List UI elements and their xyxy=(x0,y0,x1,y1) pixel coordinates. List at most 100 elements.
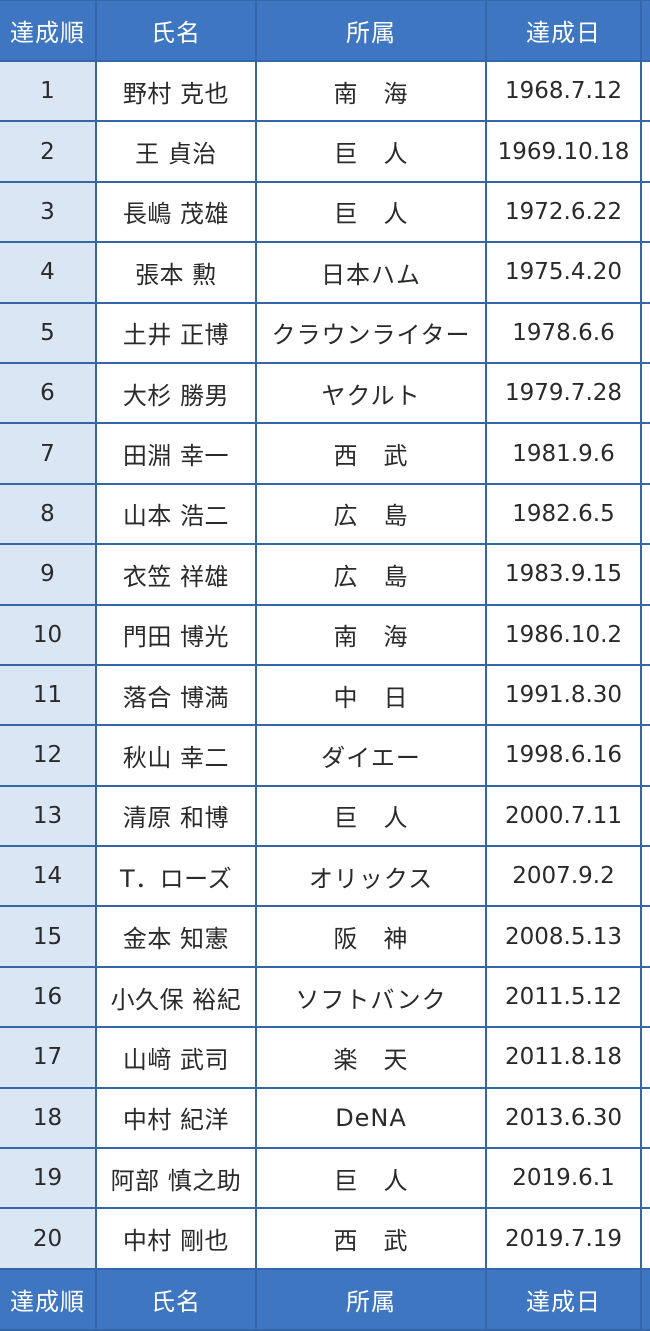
row-order: 15 xyxy=(0,905,97,968)
row-date: 2011.8.18 xyxy=(485,1026,642,1089)
row-date: 2000.7.11 xyxy=(485,784,642,848)
row-order: 5 xyxy=(0,301,97,364)
row-edge-cell xyxy=(640,180,650,244)
row-team: 西 武 xyxy=(255,422,487,485)
row-team: オリックス xyxy=(255,845,487,908)
table-header-row: 達成順 氏名 所属 達成日 xyxy=(0,0,650,62)
row-name: 大杉 勝男 xyxy=(95,361,257,425)
header-date: 達成日 xyxy=(485,0,642,62)
row-order: 13 xyxy=(0,784,97,848)
table-row: 12 秋山 幸二 ダイエー 1998.6.16 xyxy=(0,724,650,787)
table-row: 13 清原 和博巨 人 2000.7.11 xyxy=(0,784,650,848)
row-edge-cell xyxy=(640,361,650,425)
header-order: 達成順 xyxy=(0,0,97,62)
row-order: 1 xyxy=(0,59,97,123)
row-edge-cell xyxy=(640,905,650,968)
row-date: 1991.8.30 xyxy=(485,663,642,727)
row-order: 10 xyxy=(0,603,97,666)
row-name: 秋山 幸二 xyxy=(95,724,257,787)
row-name: T．ローズ xyxy=(95,845,257,908)
footer-name: 氏名 xyxy=(95,1267,257,1331)
row-name: 衣笠 祥雄 xyxy=(95,543,257,606)
row-order: 6 xyxy=(0,361,97,425)
row-name: 中村 紀洋 xyxy=(95,1086,257,1150)
row-team: 巨 人 xyxy=(255,180,487,244)
table-row: 14 T．ローズ オリックス 2007.9.2 xyxy=(0,845,650,908)
row-edge-cell xyxy=(640,1026,650,1089)
table-row: 19 阿部 慎之助巨 人 2019.6.1 xyxy=(0,1147,650,1210)
row-date: 1983.9.15 xyxy=(485,543,642,606)
row-date: 1975.4.20 xyxy=(485,241,642,304)
row-edge-cell xyxy=(640,120,650,183)
table-footer-row: 達成順 氏名 所属 達成日 xyxy=(0,1267,650,1331)
row-edge-cell xyxy=(640,1147,650,1210)
header-team: 所属 xyxy=(255,0,487,62)
row-date: 2019.6.1 xyxy=(485,1147,642,1210)
table-row: 7 田淵 幸一西 武 1981.9.6 xyxy=(0,422,650,485)
footer-date: 達成日 xyxy=(485,1267,642,1331)
footer-order: 達成順 xyxy=(0,1267,97,1331)
footer-team: 所属 xyxy=(255,1267,487,1331)
row-order: 9 xyxy=(0,543,97,606)
row-date: 1986.10.2 xyxy=(485,603,642,666)
row-order: 20 xyxy=(0,1207,97,1270)
row-order: 17 xyxy=(0,1026,97,1089)
row-edge-cell xyxy=(640,59,650,123)
row-date: 2019.7.19 xyxy=(485,1207,642,1270)
row-date: 1972.6.22 xyxy=(485,180,642,244)
row-team: 南 海 xyxy=(255,59,487,123)
table-row: 4 張本 勲日本ハム 1975.4.20 xyxy=(0,241,650,304)
row-name: 阿部 慎之助 xyxy=(95,1147,257,1210)
header-name: 氏名 xyxy=(95,0,257,62)
row-edge-cell xyxy=(640,965,650,1029)
row-name: 土井 正博 xyxy=(95,301,257,364)
row-team: 日本ハム xyxy=(255,241,487,304)
row-edge-cell xyxy=(640,241,650,304)
row-team: 中 日 xyxy=(255,663,487,727)
row-date: 2007.9.2 xyxy=(485,845,642,908)
row-team: 巨 人 xyxy=(255,784,487,848)
row-name: 張本 勲 xyxy=(95,241,257,304)
row-date: 1979.7.28 xyxy=(485,361,642,425)
row-edge-cell xyxy=(640,724,650,787)
row-name: 田淵 幸一 xyxy=(95,422,257,485)
row-edge-cell xyxy=(640,482,650,546)
footer-edge-cell xyxy=(640,1267,650,1331)
row-order: 3 xyxy=(0,180,97,244)
row-team: ダイエー xyxy=(255,724,487,787)
table-row: 18 中村 紀洋 DeNA 2013.6.30 xyxy=(0,1086,650,1150)
row-date: 1981.9.6 xyxy=(485,422,642,485)
row-name: 落合 博満 xyxy=(95,663,257,727)
row-edge-cell xyxy=(640,603,650,666)
table-row: 20 中村 剛也西 武 2019.7.19 xyxy=(0,1207,650,1270)
header-edge-cell xyxy=(640,0,650,62)
table-row: 11 落合 博満中 日 1991.8.30 xyxy=(0,663,650,727)
row-order: 8 xyxy=(0,482,97,546)
row-date: 2013.6.30 xyxy=(485,1086,642,1150)
row-team: 巨 人 xyxy=(255,1147,487,1210)
table-row: 5 土井 正博 クラウンライター 1978.6.6 xyxy=(0,301,650,364)
row-team: 西 武 xyxy=(255,1207,487,1270)
row-order: 11 xyxy=(0,663,97,727)
row-name: 王 貞治 xyxy=(95,120,257,183)
row-edge-cell xyxy=(640,784,650,848)
row-name: 小久保 裕紀 xyxy=(95,965,257,1029)
row-order: 4 xyxy=(0,241,97,304)
table-row: 17 山﨑 武司楽 天 2011.8.18 xyxy=(0,1026,650,1089)
row-name: 清原 和博 xyxy=(95,784,257,848)
row-name: 長嶋 茂雄 xyxy=(95,180,257,244)
row-order: 7 xyxy=(0,422,97,485)
row-edge-cell xyxy=(640,301,650,364)
table-row: 1 野村 克也南 海 1968.7.12 xyxy=(0,59,650,123)
table-row: 6 大杉 勝男 ヤクルト 1979.7.28 xyxy=(0,361,650,425)
row-team: 楽 天 xyxy=(255,1026,487,1089)
row-name: 金本 知憲 xyxy=(95,905,257,968)
row-team: 広 島 xyxy=(255,543,487,606)
row-order: 12 xyxy=(0,724,97,787)
row-date: 1998.6.16 xyxy=(485,724,642,787)
row-team: 阪 神 xyxy=(255,905,487,968)
row-date: 2008.5.13 xyxy=(485,905,642,968)
row-date: 1968.7.12 xyxy=(485,59,642,123)
